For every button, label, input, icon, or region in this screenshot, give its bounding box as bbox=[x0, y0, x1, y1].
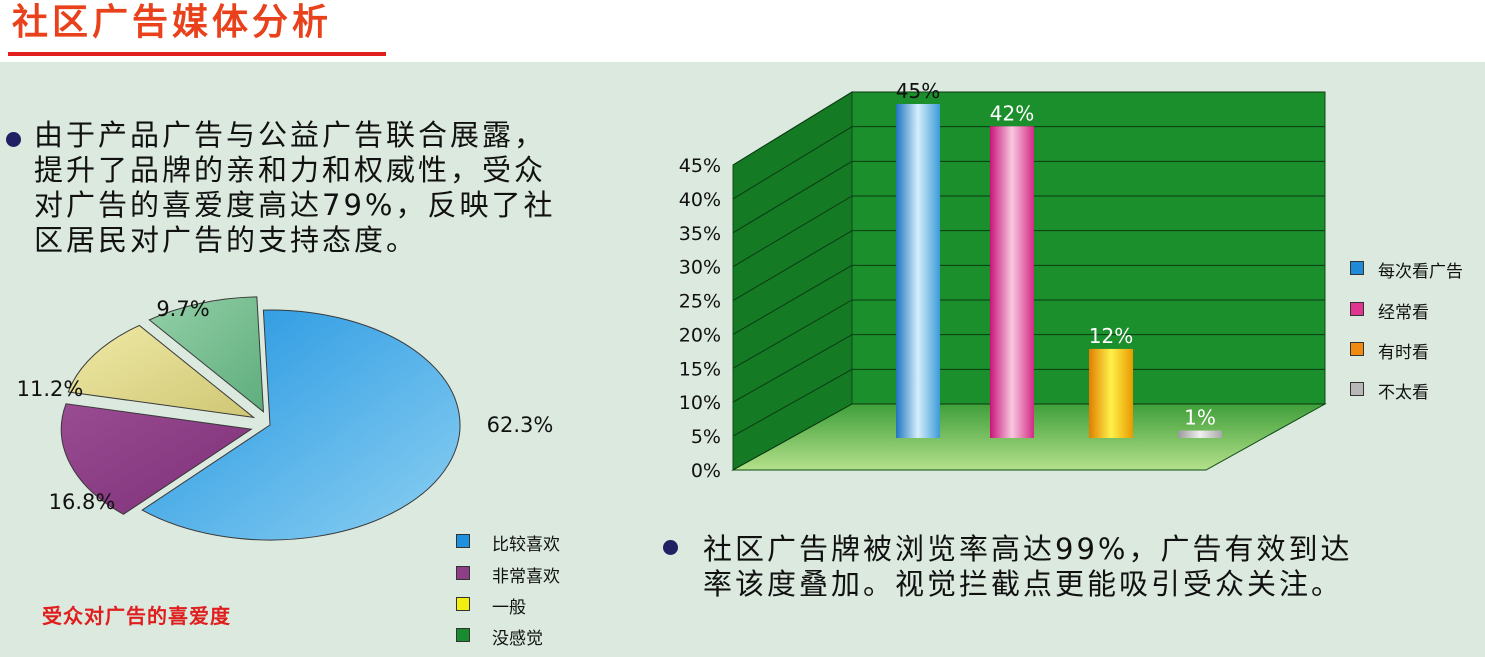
pie-chart-title: 受众对广告的喜爱度 bbox=[42, 604, 231, 628]
bar-value-label: 45% bbox=[896, 79, 940, 103]
legend-swatch bbox=[456, 628, 470, 642]
pie-slice bbox=[148, 296, 265, 413]
y-tick-label: 5% bbox=[691, 426, 721, 448]
bar-value-label: 1% bbox=[1184, 406, 1216, 430]
y-tick-label: 45% bbox=[679, 155, 721, 177]
grid-line bbox=[732, 334, 853, 403]
chart-wall-left bbox=[732, 91, 853, 471]
bar-value-label: 42% bbox=[990, 101, 1034, 125]
pie-slice-label: 11.2% bbox=[17, 377, 84, 401]
pie-slice bbox=[141, 309, 461, 541]
legend-swatch bbox=[456, 597, 470, 611]
y-tick-label: 30% bbox=[679, 257, 721, 279]
legend-label: 一般 bbox=[492, 598, 526, 618]
y-tick-label: 40% bbox=[679, 189, 721, 211]
legend-label: 不太看 bbox=[1378, 383, 1429, 403]
legend-label: 每次看广告 bbox=[1378, 262, 1463, 282]
legend-label: 非常喜欢 bbox=[492, 567, 560, 587]
bar-value-label: 12% bbox=[1089, 324, 1133, 348]
pie-slice bbox=[67, 324, 256, 419]
grid-line bbox=[732, 160, 853, 234]
pie-note-paragraph: 由于产品广告与公益广告联合展露， 提升了品牌的亲和力和权威性，受众 对广告的喜爱… bbox=[34, 118, 634, 258]
grid-line bbox=[732, 230, 853, 301]
legend-swatch bbox=[456, 534, 470, 548]
legend-swatch bbox=[456, 566, 470, 580]
pie-slice-label: 62.3% bbox=[487, 413, 554, 437]
bar-chart: 0% 5% 10% 15% 20% 25% 30% 35% 40% 45% 45% 42% 12% 1% bbox=[679, 79, 1327, 482]
grid-line bbox=[732, 195, 853, 268]
legend-swatch bbox=[1350, 261, 1364, 275]
bar bbox=[1178, 430, 1222, 438]
legend-label: 比较喜欢 bbox=[492, 535, 560, 555]
bar bbox=[896, 104, 940, 438]
legend-label: 经常看 bbox=[1378, 303, 1429, 323]
bar-note-line: 率该度叠加。视觉拦截点更能吸引受众关注。 bbox=[703, 567, 1344, 601]
pie-note-line: 由于产品广告与公益广告联合展露， bbox=[34, 118, 547, 152]
grid-line bbox=[732, 403, 853, 471]
legend-swatch bbox=[1350, 342, 1364, 356]
y-tick-label: 15% bbox=[679, 358, 721, 380]
grid-line bbox=[732, 299, 853, 369]
header: 社区广告媒体分析 bbox=[0, 0, 1485, 62]
grid-line bbox=[732, 91, 853, 166]
pie-chart: 62.3% 16.8% 11.2% 9.7% bbox=[17, 296, 554, 541]
pie-note-line: 区居民对广告的支持态度。 bbox=[34, 223, 419, 257]
y-tick-label: 35% bbox=[679, 223, 721, 245]
y-tick-label: 20% bbox=[679, 324, 721, 346]
legend-label: 有时看 bbox=[1378, 343, 1429, 363]
grid-line bbox=[732, 264, 853, 335]
legend-swatch bbox=[1350, 382, 1364, 396]
bar-note-line: 社区广告牌被浏览率高达99%，广告有效到达 bbox=[703, 532, 1353, 566]
legend-label: 没感觉 bbox=[492, 629, 543, 649]
y-tick-label: 0% bbox=[691, 460, 721, 482]
title-underline bbox=[8, 52, 386, 56]
pie-slice bbox=[60, 403, 253, 515]
bar bbox=[1089, 348, 1133, 438]
legend-swatch bbox=[1350, 302, 1364, 316]
pie-slice-label: 9.7% bbox=[156, 297, 209, 321]
bullet-icon bbox=[6, 132, 21, 147]
bullet-icon bbox=[663, 540, 678, 555]
pie-slice-label: 16.8% bbox=[49, 490, 116, 514]
bar bbox=[990, 126, 1034, 439]
pie-note-line: 提升了品牌的亲和力和权威性，受众 bbox=[34, 153, 547, 187]
pie-note-line: 对广告的喜爱度高达79%，反映了社 bbox=[34, 188, 556, 222]
grid-line bbox=[732, 368, 853, 437]
bar-note-paragraph: 社区广告牌被浏览率高达99%，广告有效到达 率该度叠加。视觉拦截点更能吸引受众关… bbox=[703, 532, 1463, 602]
grid-line bbox=[732, 126, 853, 200]
y-tick-label: 25% bbox=[679, 291, 721, 313]
page-title: 社区广告媒体分析 bbox=[12, 2, 333, 43]
y-tick-label: 10% bbox=[679, 392, 721, 414]
